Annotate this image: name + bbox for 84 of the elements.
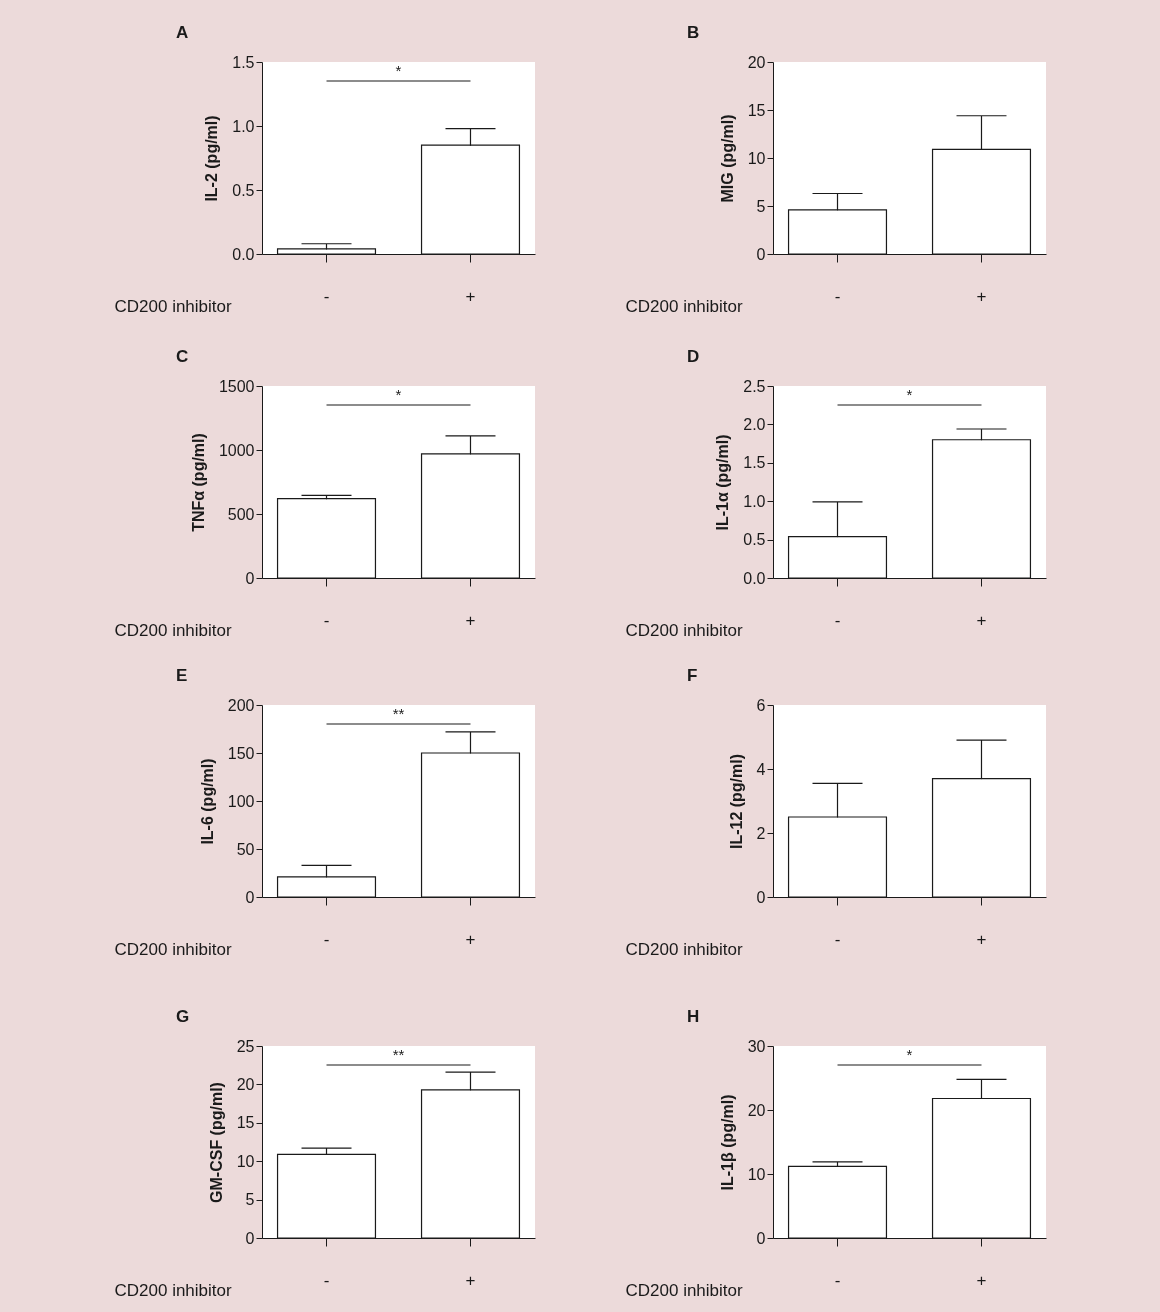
y-tick-label: 5 bbox=[756, 197, 766, 215]
y-tick-label: 200 bbox=[227, 696, 255, 714]
y-tick-label: 2 bbox=[756, 824, 766, 842]
x-tick-label: + bbox=[976, 1270, 987, 1290]
y-axis-title: IL-1β (pg/ml) bbox=[718, 1094, 736, 1191]
y-axis-title: GM-CSF (pg/ml) bbox=[207, 1082, 225, 1203]
y-tick-label: 100 bbox=[227, 792, 255, 810]
y-tick-label: 1000 bbox=[218, 441, 255, 459]
y-tick-label: 4 bbox=[756, 760, 766, 778]
chart-title: E bbox=[176, 666, 188, 685]
y-axis-title: MIG (pg/ml) bbox=[718, 114, 736, 203]
x-tick-label: + bbox=[465, 929, 476, 949]
x-tick-label: - bbox=[834, 286, 841, 306]
y-tick-label: 0.5 bbox=[232, 181, 255, 199]
y-tick-label: 0 bbox=[756, 245, 766, 263]
x-axis-title: CD200 inhibitor bbox=[625, 939, 744, 959]
x-tick-label: - bbox=[834, 929, 841, 949]
y-tick-label: 1.5 bbox=[232, 53, 255, 71]
y-tick-label: 20 bbox=[747, 1101, 766, 1119]
y-axis-title: TNFα (pg/ml) bbox=[189, 433, 207, 532]
y-tick-label: 0 bbox=[756, 1229, 766, 1247]
y-tick-label: 0.5 bbox=[743, 531, 766, 549]
y-tick-label: 1.5 bbox=[743, 454, 766, 472]
y-tick-label: 20 bbox=[747, 53, 766, 71]
x-tick-label: + bbox=[465, 1270, 476, 1290]
chart-title: D bbox=[687, 347, 700, 366]
annotation: * bbox=[906, 386, 913, 403]
y-tick-label: 15 bbox=[236, 1114, 255, 1132]
x-tick-label: - bbox=[323, 610, 330, 630]
x-tick-label: - bbox=[323, 929, 330, 949]
x-axis-title: CD200 inhibitor bbox=[625, 620, 744, 640]
annotation: ** bbox=[392, 1046, 405, 1063]
x-axis-title: CD200 inhibitor bbox=[114, 620, 233, 640]
x-axis-title: CD200 inhibitor bbox=[625, 296, 744, 316]
y-tick-label: 10 bbox=[747, 149, 766, 167]
x-axis-title: CD200 inhibitor bbox=[114, 1280, 233, 1300]
annotation: * bbox=[395, 386, 402, 403]
chart-title: A bbox=[176, 23, 189, 42]
chart-title: G bbox=[176, 1007, 190, 1026]
chart-title: B bbox=[687, 23, 700, 42]
y-tick-label: 10 bbox=[747, 1165, 766, 1183]
y-tick-label: 2.5 bbox=[743, 377, 766, 395]
x-tick-label: + bbox=[465, 286, 476, 306]
y-tick-label: 6 bbox=[756, 696, 766, 714]
annotation: * bbox=[395, 62, 402, 79]
y-tick-label: 0.0 bbox=[232, 245, 255, 263]
y-tick-label: 0 bbox=[756, 888, 766, 906]
y-tick-label: 15 bbox=[747, 101, 766, 119]
y-tick-label: 0 bbox=[245, 888, 255, 906]
y-tick-label: 30 bbox=[747, 1037, 766, 1055]
chart-title: C bbox=[176, 347, 189, 366]
x-axis-title: CD200 inhibitor bbox=[625, 1280, 744, 1300]
x-axis-title: CD200 inhibitor bbox=[114, 296, 233, 316]
x-tick-label: + bbox=[976, 610, 987, 630]
y-tick-label: 1500 bbox=[218, 377, 255, 395]
x-tick-label: + bbox=[976, 929, 987, 949]
y-tick-label: 0.0 bbox=[743, 569, 766, 587]
y-tick-label: 1.0 bbox=[743, 492, 766, 510]
y-tick-label: 5 bbox=[245, 1191, 255, 1209]
y-axis-title: IL-6 (pg/ml) bbox=[198, 758, 216, 845]
x-tick-label: + bbox=[465, 610, 476, 630]
y-tick-label: 20 bbox=[236, 1075, 255, 1093]
x-tick-label: - bbox=[323, 1270, 330, 1290]
y-tick-label: 0 bbox=[245, 1229, 255, 1247]
y-axis-title: IL-2 (pg/ml) bbox=[203, 115, 221, 202]
y-tick-label: 0 bbox=[245, 569, 255, 587]
y-axis-title: IL-12 (pg/ml) bbox=[727, 753, 745, 850]
x-tick-label: + bbox=[976, 286, 987, 306]
annotation: ** bbox=[392, 705, 405, 722]
y-tick-label: 25 bbox=[236, 1037, 255, 1055]
x-tick-label: - bbox=[834, 1270, 841, 1290]
chart-title: F bbox=[687, 666, 698, 685]
x-axis-title: CD200 inhibitor bbox=[114, 939, 233, 959]
annotation: * bbox=[906, 1046, 913, 1063]
chart-title: H bbox=[687, 1007, 700, 1026]
y-axis-title: IL-1α (pg/ml) bbox=[714, 434, 732, 531]
y-tick-label: 10 bbox=[236, 1152, 255, 1170]
y-tick-label: 50 bbox=[236, 840, 255, 858]
y-tick-label: 1.0 bbox=[232, 117, 255, 135]
y-tick-label: 2.0 bbox=[743, 415, 766, 433]
x-tick-label: - bbox=[323, 286, 330, 306]
y-tick-label: 150 bbox=[227, 744, 255, 762]
y-tick-label: 500 bbox=[227, 505, 255, 523]
x-tick-label: - bbox=[834, 610, 841, 630]
